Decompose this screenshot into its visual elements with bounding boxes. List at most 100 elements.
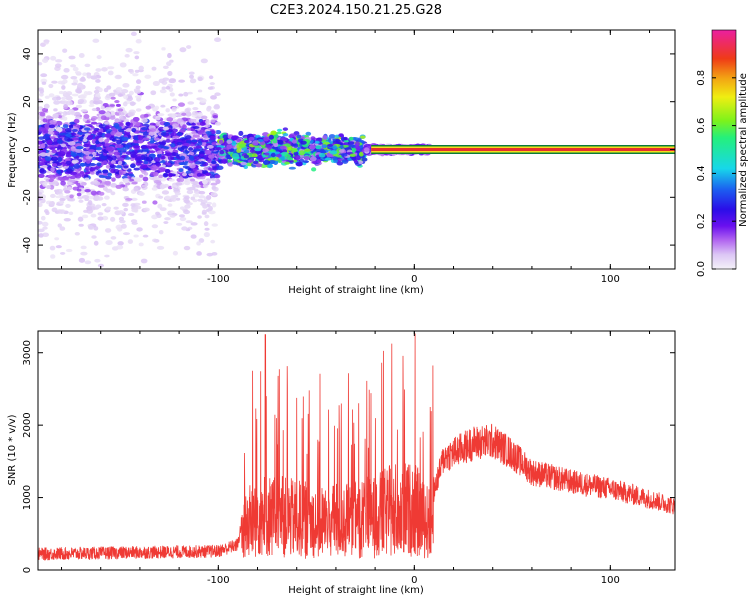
spectrogram-cell bbox=[46, 170, 52, 174]
spectrogram-cell bbox=[155, 121, 161, 126]
spectrogram-cell bbox=[310, 136, 316, 141]
spectrogram-cell bbox=[171, 113, 178, 118]
spectrogram-cell bbox=[121, 136, 129, 142]
spectrogram-cell bbox=[107, 66, 115, 70]
spectrogram-cell bbox=[162, 146, 170, 150]
spectrogram-cell bbox=[161, 140, 167, 146]
spectrogram-cell bbox=[321, 144, 328, 149]
spectrogram-cell bbox=[164, 168, 171, 174]
spectrogram-cell bbox=[42, 134, 50, 140]
spectrogram-cell bbox=[178, 162, 185, 166]
spectrogram-cell bbox=[148, 130, 155, 136]
spectrogram-cell bbox=[39, 112, 46, 117]
spectrogram-cell bbox=[141, 184, 147, 188]
spectrogram-cell bbox=[127, 112, 134, 117]
spectrogram-cell bbox=[80, 245, 87, 250]
spectrogram-cell bbox=[92, 38, 100, 43]
spectrogram-cell bbox=[54, 63, 62, 68]
spectrogram-cell bbox=[196, 251, 202, 256]
spectrogram-cell bbox=[174, 192, 181, 196]
spectrogram-cell bbox=[98, 110, 106, 115]
spectrogram-cell bbox=[319, 148, 325, 153]
y-tick-label: 2000 bbox=[22, 412, 33, 437]
spectrogram-cell bbox=[80, 251, 88, 256]
spectrogram-cell bbox=[172, 135, 180, 139]
spectrogram-cell bbox=[252, 160, 259, 165]
spectrogram-cell bbox=[172, 250, 179, 256]
spectrogram-cell bbox=[179, 206, 185, 210]
spectrogram-cell bbox=[165, 162, 171, 166]
spectrogram-cell bbox=[118, 210, 125, 215]
spectrogram-cell bbox=[207, 158, 212, 164]
spectrogram-cell bbox=[117, 241, 124, 246]
spectrogram-cell bbox=[93, 96, 100, 102]
spectrogram-cell bbox=[68, 55, 76, 60]
spectrogram-cell bbox=[151, 167, 157, 171]
spectrogram-cell bbox=[62, 116, 68, 121]
spectrogram-cell bbox=[78, 257, 86, 263]
spectrogram-cell bbox=[347, 141, 355, 145]
spectrogram-cell bbox=[52, 180, 59, 185]
spectrogram-cell bbox=[95, 107, 101, 112]
spectrogram-cell bbox=[188, 147, 194, 151]
spectrogram-cell bbox=[50, 193, 56, 199]
spectrogram-cell bbox=[348, 144, 356, 148]
spectrogram-cell bbox=[207, 86, 214, 90]
spectrogram-cell bbox=[192, 134, 200, 138]
spectrogram-cell bbox=[171, 106, 177, 112]
spectrogram-cell bbox=[211, 160, 217, 165]
spectrogram-cell bbox=[84, 177, 90, 181]
colorbar-label: Normalized spectral amplitude bbox=[738, 73, 749, 227]
spectrogram-cell bbox=[176, 141, 183, 146]
spectrogram-cell bbox=[167, 203, 173, 207]
spectrogram-cell bbox=[318, 152, 326, 158]
spectrogram-cell bbox=[48, 93, 55, 98]
spectrogram-cell bbox=[94, 195, 100, 201]
spectrogram-cell bbox=[192, 193, 200, 198]
spectrogram-cell bbox=[213, 104, 221, 110]
spectrogram-cell bbox=[78, 199, 84, 203]
spectrogram-cell bbox=[50, 55, 57, 61]
spectrogram-cell bbox=[134, 90, 141, 94]
spectrogram-cell bbox=[122, 101, 128, 107]
spectrogram-cell bbox=[183, 209, 191, 215]
spectrogram-cell bbox=[55, 162, 62, 167]
spectrogram-cell bbox=[73, 111, 81, 117]
spectrogram-cell bbox=[211, 202, 217, 208]
spectrogram-cell bbox=[293, 143, 299, 148]
spectrogram-cell bbox=[88, 149, 96, 153]
spectrogram-cell bbox=[38, 233, 44, 238]
spectrogram-cell bbox=[104, 180, 112, 186]
spectrogram-axes: -100 0 100 -40 -20 0 20 40 bbox=[22, 30, 675, 285]
spectrogram-cell bbox=[179, 155, 186, 161]
spectrogram-cell bbox=[201, 209, 207, 215]
spectrogram-cell bbox=[105, 206, 111, 211]
spectrogram-cell bbox=[176, 113, 183, 118]
spectrogram-cell bbox=[193, 148, 201, 152]
spectrogram-cell bbox=[50, 254, 56, 259]
spectrogram-cell bbox=[84, 174, 89, 179]
spectrogram-cell bbox=[162, 126, 170, 131]
spectrogram-cell bbox=[153, 137, 160, 141]
spectrogram-cell bbox=[198, 238, 205, 243]
spectrogram-cell bbox=[221, 159, 228, 164]
spectrogram-cell bbox=[145, 156, 154, 162]
spectrogram-cell bbox=[111, 155, 117, 161]
spectrogram-cell bbox=[189, 78, 197, 84]
spectrogram-cell bbox=[151, 214, 158, 220]
spectrogram-cell bbox=[159, 89, 167, 94]
spectrogram-cell bbox=[97, 131, 103, 136]
spectrogram-cell bbox=[138, 65, 144, 71]
spectrogram-cell bbox=[100, 115, 107, 121]
spectrogram-cell bbox=[177, 102, 186, 107]
spectrogram-cell bbox=[89, 145, 97, 151]
spectrogram-cell bbox=[121, 88, 129, 94]
y-tick-label: 0 bbox=[22, 146, 33, 152]
spectrogram-cell bbox=[59, 251, 66, 255]
spectrogram-cell bbox=[348, 136, 354, 141]
spectrogram-cell bbox=[268, 159, 276, 165]
spectrogram-cell bbox=[210, 239, 216, 244]
spectrogram-cell bbox=[81, 194, 90, 199]
spectrogram-cell bbox=[59, 132, 67, 136]
spectrogram-cell bbox=[154, 105, 160, 110]
